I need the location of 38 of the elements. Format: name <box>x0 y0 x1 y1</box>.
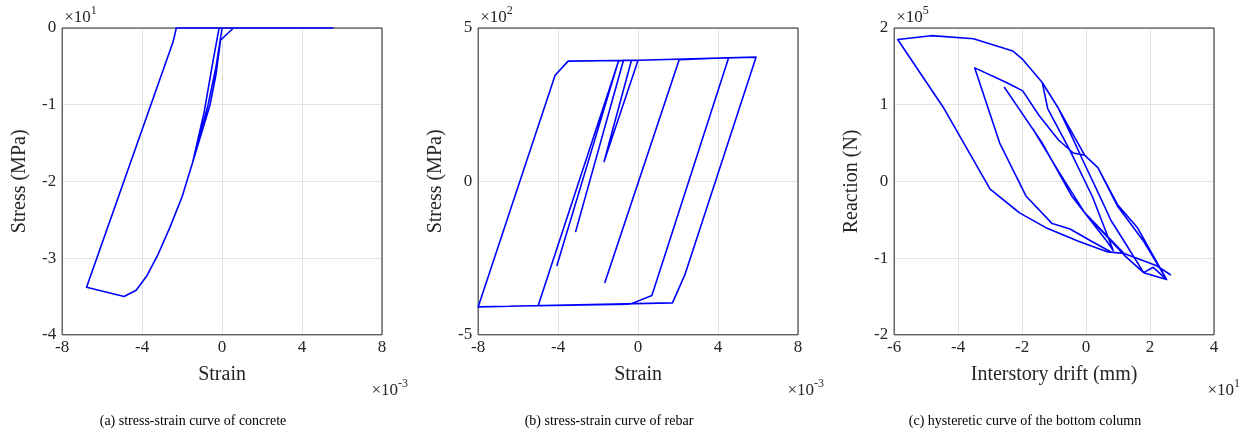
x-tick-label: -4 <box>951 337 966 357</box>
x-axis-title: Strain <box>614 362 662 385</box>
y-tick-label: 0 <box>463 170 473 190</box>
x-tick-label: 8 <box>793 337 803 357</box>
text: (c) hysteretic curve of the bottom column <box>908 413 1142 430</box>
x-tick-label: 0 <box>1081 337 1091 357</box>
y-axis-title: Stress (MPa) <box>423 129 447 234</box>
x-axis-title: Interstory drift (mm) <box>970 362 1138 386</box>
x-tick-label: -8 <box>471 337 486 357</box>
y-tick-label: -4 <box>41 324 57 344</box>
x-tick-label: 4 <box>297 337 307 357</box>
x-tick-label: 0 <box>217 337 227 357</box>
text: (a) stress-strain curve of concrete <box>99 413 287 430</box>
x-tick-label: 8 <box>377 337 387 357</box>
y-tick-label: -1 <box>873 247 889 267</box>
y-tick-label: -3 <box>41 247 57 267</box>
text: (b) stress-strain curve of rebar <box>524 413 694 430</box>
y-tick-label: -2 <box>41 170 57 190</box>
y-axis-title: Stress (MPa) <box>7 129 31 234</box>
x-tick-label: -6 <box>887 337 902 357</box>
y-axis-title: Reaction (N) <box>839 129 863 234</box>
x-tick-label: -4 <box>135 337 150 357</box>
y-tick-label: -1 <box>41 94 57 114</box>
x-tick-label: -8 <box>55 337 70 357</box>
y-tick-label: -5 <box>457 324 473 344</box>
y-tick-label: 0 <box>47 17 57 37</box>
x-tick-label: -2 <box>1015 337 1030 357</box>
x-tick-label: 4 <box>1209 337 1219 357</box>
x-tick-label: -4 <box>551 337 566 357</box>
y-tick-label: 1 <box>879 94 889 114</box>
x-tick-label: 0 <box>633 337 643 357</box>
x-tick-label: 2 <box>1145 337 1155 357</box>
y-tick-label: 2 <box>879 17 889 37</box>
x-tick-label: 4 <box>713 337 723 357</box>
x-axis-title: Strain <box>198 362 246 385</box>
y-tick-label: 5 <box>463 17 473 37</box>
y-tick-label: -2 <box>873 324 889 344</box>
y-tick-label: 0 <box>879 170 889 190</box>
